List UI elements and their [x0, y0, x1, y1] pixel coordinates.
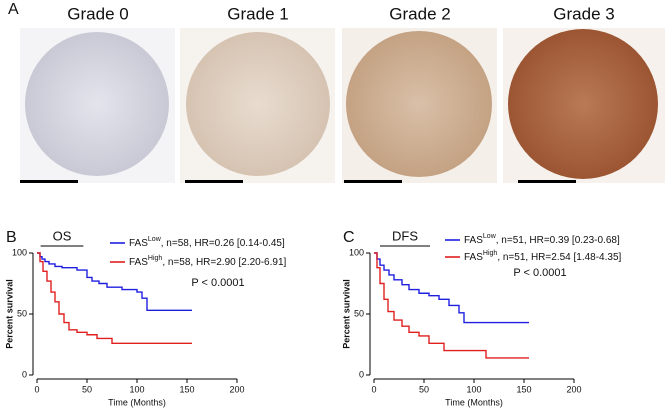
legend-entry: FASHigh, n=51, HR=2.54 [1.48-4.35] — [464, 250, 622, 263]
x-tick-label: 0 — [34, 384, 39, 394]
annotation: P < 0.0001 — [513, 267, 566, 279]
legend-name-sup: High — [148, 255, 163, 262]
grade-label: Grade 3 — [553, 4, 614, 23]
legend-name-sup: High — [483, 250, 498, 257]
legend-name: FAS — [129, 257, 148, 268]
x-tick-label: 50 — [82, 384, 92, 394]
y-tick-label: 0 — [359, 369, 364, 379]
legend-entry: FASHigh, n=58, HR=2.90 [2.20-6.91] — [129, 255, 287, 268]
panel-label: A — [8, 1, 19, 18]
survival-curve — [374, 252, 529, 324]
chart-title: OS — [53, 228, 72, 243]
legend-name: FAS — [464, 252, 483, 263]
y-tick-label: 100 — [12, 247, 27, 257]
panel-label: B — [6, 229, 17, 246]
legend-entry: FASLow, n=51, HR=0.39 [0.23-0.68] — [464, 233, 620, 246]
tissue-core — [25, 32, 169, 176]
legend-entry: FASLow, n=58, HR=0.26 [0.14-0.45] — [129, 236, 285, 249]
x-tick-label: 150 — [516, 384, 531, 394]
legend-name-rest: , n=51, HR=0.39 [0.23-0.68] — [496, 235, 620, 246]
legend-name-rest: , n=58, HR=0.26 [0.14-0.45] — [161, 238, 285, 249]
scale-bar — [20, 180, 78, 183]
grade-label: Grade 2 — [389, 4, 450, 23]
survival-curve — [374, 252, 529, 359]
x-tick-label: 200 — [566, 384, 581, 394]
legend-name-rest: , n=58, HR=2.90 [2.20-6.91] — [162, 257, 286, 268]
legend-name-rest: , n=51, HR=2.54 [1.48-4.35] — [497, 252, 621, 263]
scale-bar — [518, 180, 576, 183]
x-tick-label: 100 — [466, 384, 481, 394]
survival-curve — [37, 252, 192, 344]
x-tick-label: 150 — [179, 384, 194, 394]
y-axis-label: Percent survival — [341, 279, 351, 349]
x-tick-label: 50 — [419, 384, 429, 394]
x-axis-label: Time (Months) — [445, 397, 503, 407]
tissue-core — [346, 31, 492, 177]
x-tick-label: 100 — [129, 384, 144, 394]
annotation: P < 0.0001 — [191, 277, 244, 289]
x-tick-label: 0 — [371, 384, 376, 394]
y-axis-label: Percent survival — [4, 279, 14, 349]
x-axis-label: Time (Months) — [108, 397, 166, 407]
legend-name-sup: Low — [148, 236, 162, 243]
x-tick-label: 200 — [229, 384, 244, 394]
tissue-core — [508, 29, 658, 179]
survival-curve — [37, 252, 192, 312]
panel-label: C — [343, 229, 355, 246]
chart-title: DFS — [392, 228, 418, 243]
grade-label: Grade 0 — [67, 4, 128, 23]
scale-bar — [344, 180, 402, 183]
y-tick-label: 100 — [349, 247, 364, 257]
grade-label: Grade 1 — [227, 4, 288, 23]
legend-name-sup: Low — [483, 233, 497, 240]
y-tick-label: 50 — [17, 308, 27, 318]
legend-name: FAS — [129, 238, 148, 249]
micrographs — [20, 28, 665, 183]
y-tick-label: 50 — [354, 308, 364, 318]
scale-bar — [185, 180, 243, 183]
y-tick-label: 0 — [22, 369, 27, 379]
legend-name: FAS — [464, 235, 483, 246]
tissue-core — [186, 32, 330, 176]
